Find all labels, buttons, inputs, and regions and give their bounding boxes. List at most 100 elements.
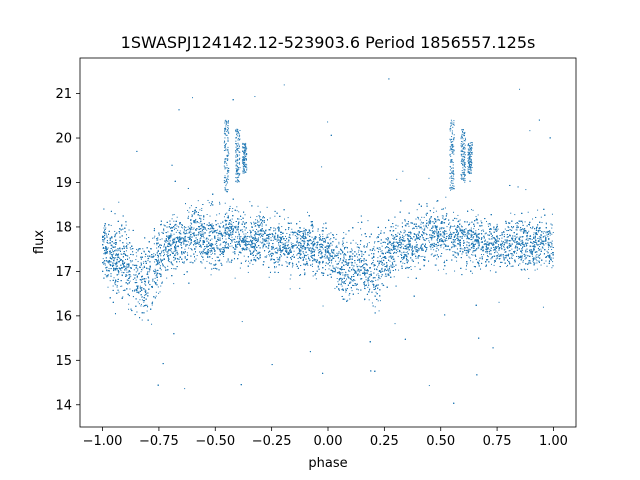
data-point	[335, 260, 337, 262]
data-point	[170, 250, 172, 252]
data-point	[468, 232, 470, 234]
data-point	[199, 209, 201, 211]
data-point	[149, 248, 151, 250]
data-point	[141, 268, 143, 270]
data-point	[129, 247, 131, 249]
data-point	[128, 303, 130, 305]
data-point	[161, 250, 163, 252]
data-point	[221, 238, 223, 240]
data-point	[128, 257, 130, 259]
data-point	[274, 262, 276, 264]
data-point	[548, 239, 550, 241]
data-point	[342, 240, 344, 242]
data-point	[434, 243, 436, 245]
data-point	[336, 246, 338, 248]
data-point	[341, 280, 343, 282]
data-point	[303, 263, 305, 265]
data-point	[113, 277, 115, 279]
data-point	[273, 230, 275, 232]
data-point	[464, 230, 466, 232]
data-point	[493, 261, 495, 263]
data-point	[345, 291, 347, 293]
data-point	[279, 247, 281, 249]
data-point	[165, 250, 167, 252]
data-point	[545, 222, 547, 224]
data-point	[400, 231, 402, 233]
data-point	[252, 245, 254, 247]
data-point	[370, 271, 372, 273]
data-point	[511, 255, 513, 257]
data-point	[188, 211, 190, 213]
data-point	[368, 279, 370, 281]
data-point	[480, 230, 482, 232]
data-point	[515, 223, 517, 225]
data-point	[328, 268, 330, 270]
data-point	[533, 245, 535, 247]
data-point	[390, 243, 392, 245]
data-point	[229, 245, 231, 247]
data-point	[248, 260, 249, 262]
data-point	[331, 250, 333, 252]
data-point	[246, 237, 248, 239]
data-point	[151, 304, 153, 306]
data-point	[471, 272, 473, 274]
data-point	[209, 251, 211, 253]
data-point	[443, 247, 445, 249]
data-point	[379, 300, 381, 302]
data-point	[125, 250, 127, 252]
data-point	[449, 248, 451, 250]
data-point	[418, 232, 420, 234]
data-point	[263, 220, 265, 222]
data-point	[120, 285, 122, 287]
data-point	[238, 211, 240, 213]
data-point	[152, 280, 154, 282]
data-point	[456, 234, 458, 236]
data-point	[552, 232, 554, 233]
data-point	[172, 242, 174, 244]
data-point	[206, 214, 208, 215]
data-point	[244, 240, 246, 242]
data-point	[266, 206, 268, 208]
data-point	[467, 248, 469, 250]
data-point	[136, 277, 138, 279]
data-point	[301, 256, 303, 258]
data-point	[192, 232, 194, 234]
data-point	[449, 231, 451, 233]
data-point	[359, 274, 361, 276]
data-point	[268, 244, 270, 246]
data-point	[225, 238, 227, 240]
data-point	[118, 250, 120, 252]
data-point	[397, 255, 399, 257]
data-point	[426, 219, 428, 221]
data-point	[537, 231, 539, 233]
data-point	[516, 226, 518, 228]
data-point	[180, 244, 182, 246]
data-point	[518, 242, 520, 244]
data-point	[133, 269, 135, 271]
data-point	[224, 228, 226, 230]
data-point	[381, 274, 383, 276]
data-point	[176, 216, 178, 218]
data-point	[522, 222, 524, 224]
data-point	[373, 284, 375, 286]
data-point	[408, 241, 410, 243]
data-point	[349, 298, 351, 300]
data-point	[186, 232, 188, 234]
data-point	[127, 271, 129, 273]
data-point	[380, 276, 382, 278]
data-point	[303, 253, 305, 255]
data-point	[310, 251, 312, 253]
data-point	[394, 236, 396, 238]
data-point	[176, 250, 178, 252]
data-point	[428, 240, 430, 242]
data-point	[381, 245, 383, 247]
data-point	[501, 237, 503, 239]
data-point	[206, 251, 208, 253]
data-point	[124, 269, 126, 271]
data-point	[471, 254, 473, 256]
data-point	[360, 258, 362, 260]
data-point	[551, 245, 553, 247]
data-point	[445, 218, 447, 220]
data-point	[109, 264, 111, 266]
data-point	[211, 252, 213, 254]
